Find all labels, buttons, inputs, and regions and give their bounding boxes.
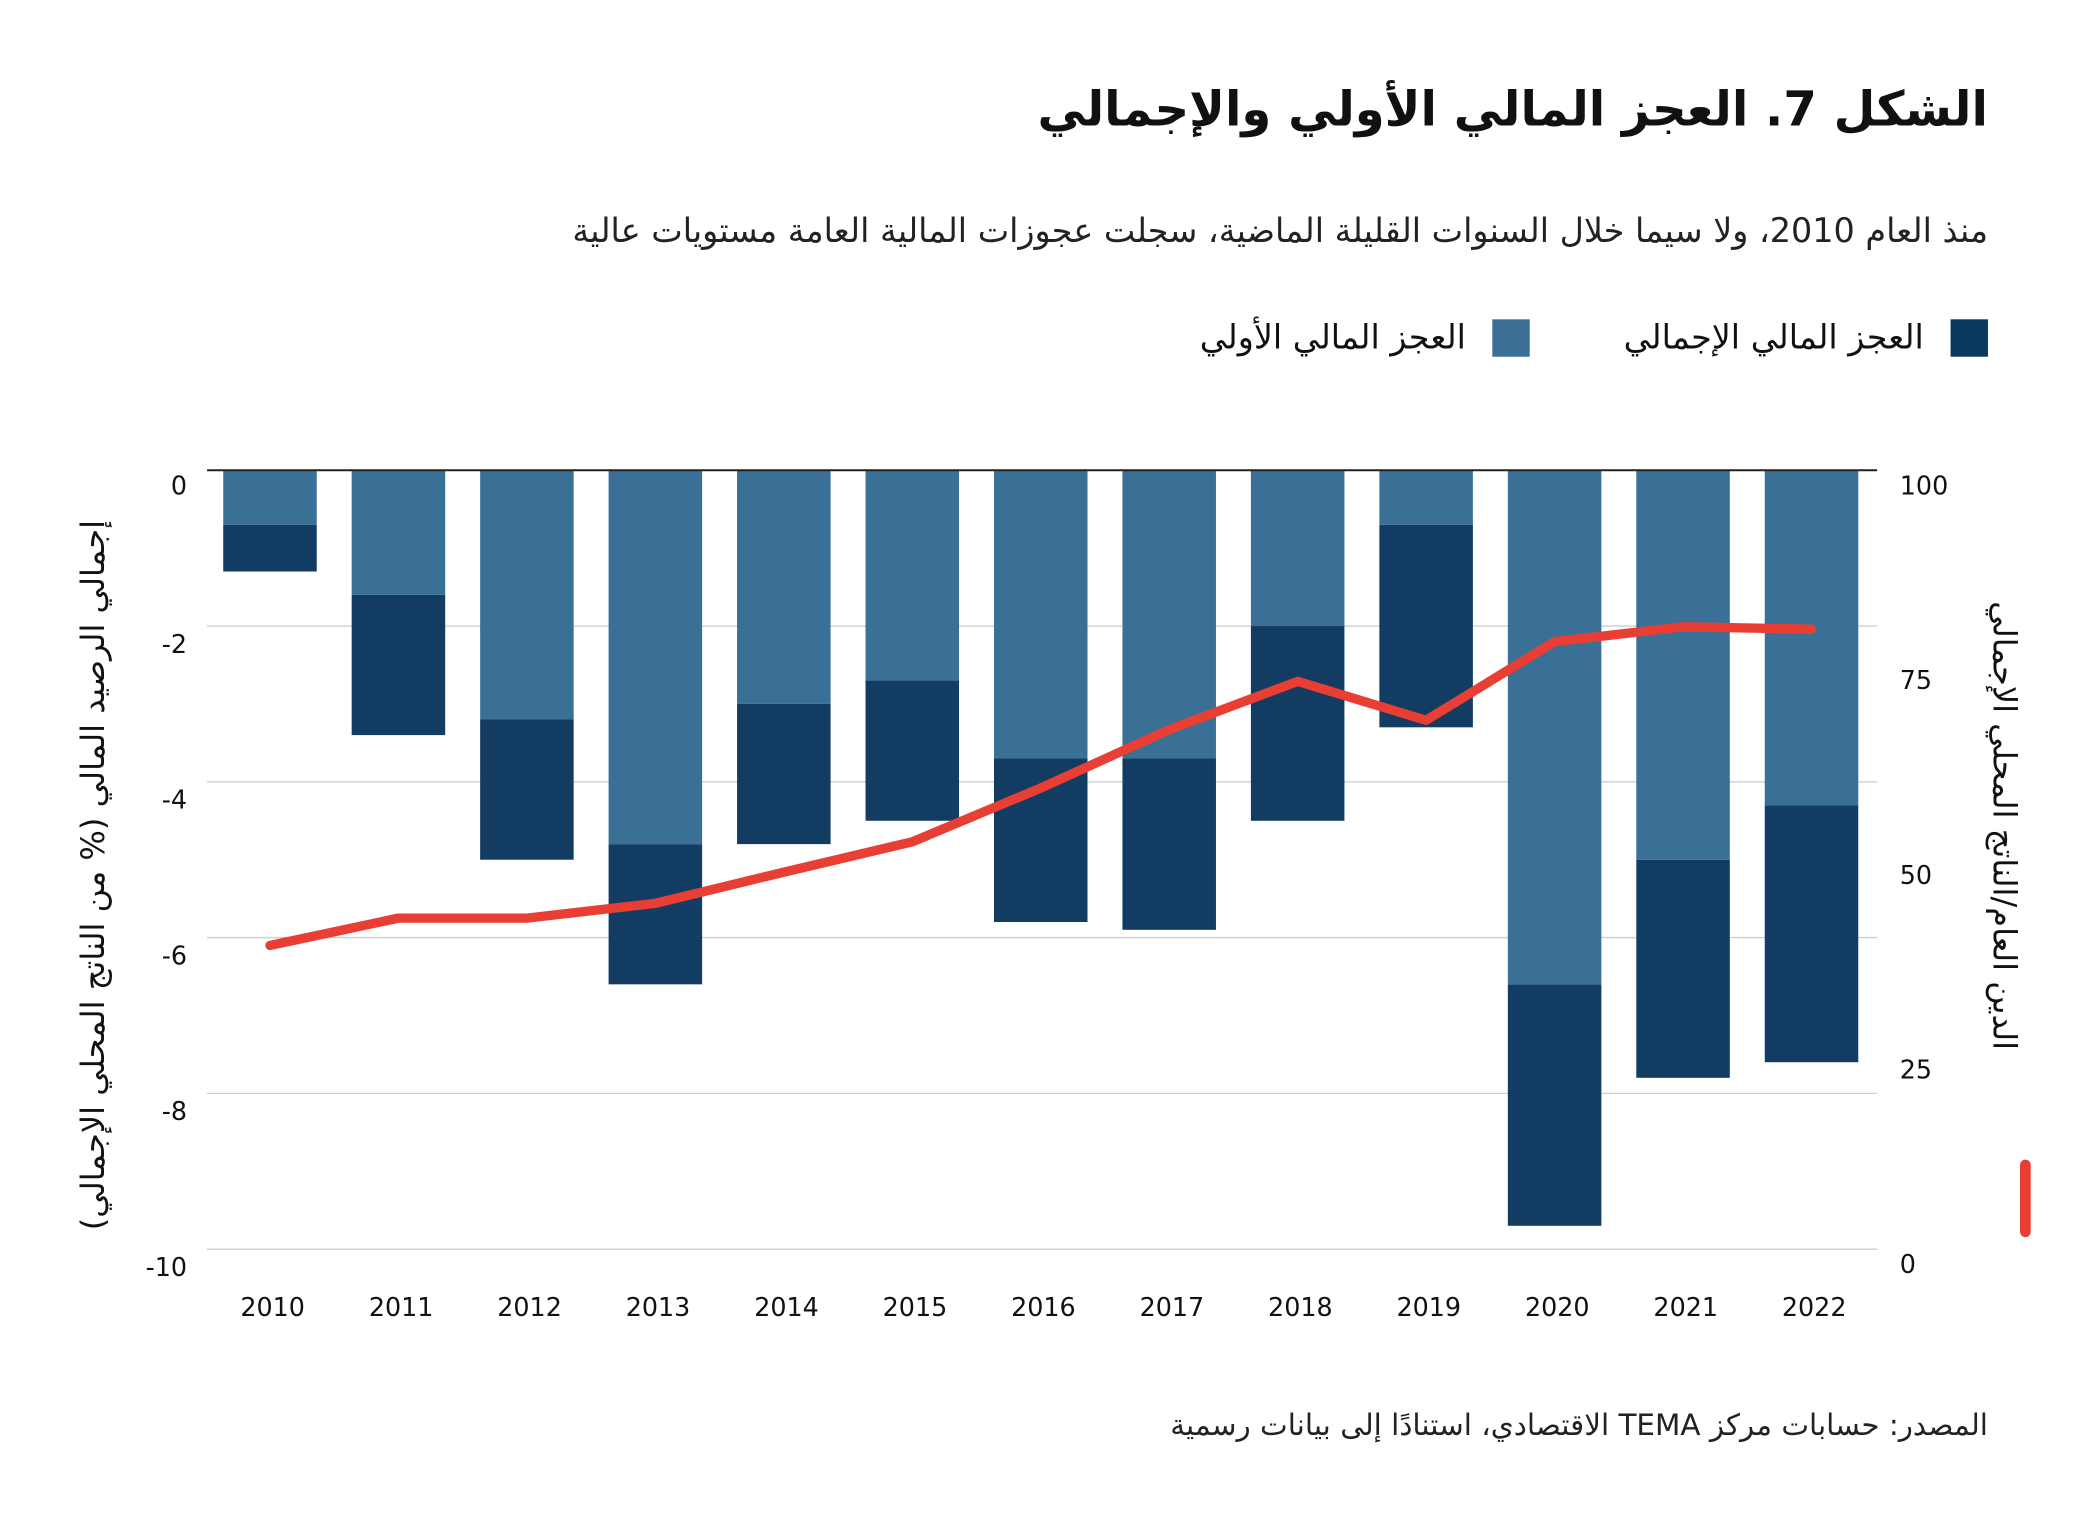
x-tick-label: 2017 [1140, 1292, 1205, 1322]
bar-overall-deficit [865, 680, 960, 821]
bar-overall-deficit [1764, 805, 1859, 1063]
legend-item-primary: العجز المالي الأولي [1199, 317, 1531, 357]
bar-overall-deficit [1636, 859, 1730, 1078]
x-tick-label: 2014 [754, 1292, 819, 1322]
bar-primary-deficit [1122, 470, 1216, 759]
chart-subtitle: منذ العام 2010، ولا سيما خلال السنوات ال… [572, 211, 1988, 250]
x-tick-label: 2022 [1782, 1292, 1847, 1322]
bar-primary-deficit [1507, 470, 1602, 985]
bar-primary-deficit [1379, 470, 1473, 525]
bar-primary-deficit [223, 470, 317, 525]
x-tick-label: 2011 [369, 1292, 434, 1322]
bar-primary-deficit [1764, 470, 1859, 806]
legend-label-primary: العجز المالي الأولي [1199, 317, 1466, 357]
x-tick-label: 2012 [497, 1292, 562, 1322]
bar-primary-deficit [480, 470, 574, 720]
x-tick-label: 2010 [240, 1292, 305, 1322]
bar-overall-deficit [1507, 984, 1602, 1226]
bar-overall-deficit [1250, 626, 1345, 821]
legend-label-overall: العجز المالي الإجمالي [1623, 317, 1924, 357]
legend: العجز المالي الإجمالي العجز المالي الأول… [1106, 318, 1988, 357]
x-tick-label: 2019 [1397, 1292, 1462, 1322]
x-tick-label: 2020 [1525, 1292, 1590, 1322]
y-right-tick-label: 75 [1900, 665, 1932, 695]
y-left-tick-label: -2 [162, 629, 187, 659]
y-left-tick-label: -6 [162, 940, 187, 970]
bar-overall-deficit [737, 703, 831, 845]
legend-swatch-debt-line [2020, 1159, 2031, 1238]
y-right-tick-label: 0 [1900, 1249, 1916, 1279]
y-left-tick-label: 0 [171, 470, 187, 500]
chart-title: الشكل 7. العجز المالي الأولي والإجمالي [1037, 82, 1988, 138]
legend-swatch-overall [1950, 318, 1988, 357]
bar-primary-deficit [737, 470, 831, 704]
x-tick-label: 2016 [1011, 1292, 1076, 1322]
x-tick-label: 2018 [1268, 1292, 1333, 1322]
bar-overall-deficit [351, 594, 446, 736]
bar-primary-deficit [865, 470, 960, 681]
bar-overall-deficit [223, 524, 317, 572]
y-left-tick-label: -8 [162, 1096, 187, 1126]
legend-swatch-primary [1492, 318, 1531, 357]
x-tick-label: 2021 [1653, 1292, 1718, 1322]
bar-primary-deficit [1636, 470, 1730, 860]
bar-primary-deficit [993, 470, 1088, 759]
bar-overall-deficit [1122, 758, 1216, 930]
y-left-tick-label: -10 [146, 1252, 187, 1282]
x-tick-label: 2013 [626, 1292, 691, 1322]
legend-item-overall: العجز المالي الإجمالي [1624, 318, 1988, 357]
x-tick-label: 2015 [883, 1292, 948, 1322]
bar-primary-deficit [1250, 470, 1345, 627]
bar-overall-deficit [1379, 524, 1473, 728]
y-right-tick-label: 100 [1900, 470, 1948, 500]
bar-primary-deficit [351, 470, 446, 595]
y-right-tick-label: 50 [1900, 860, 1932, 890]
y-right-tick-label: 25 [1900, 1054, 1932, 1084]
bar-primary-deficit [608, 470, 703, 845]
source-note: المصدر: حسابات مركز TEMA الاقتصادي، استن… [1170, 1409, 1988, 1443]
y-left-tick-label: -4 [162, 785, 187, 815]
bar-overall-deficit [480, 719, 574, 860]
bar-overall-deficit [608, 844, 703, 985]
